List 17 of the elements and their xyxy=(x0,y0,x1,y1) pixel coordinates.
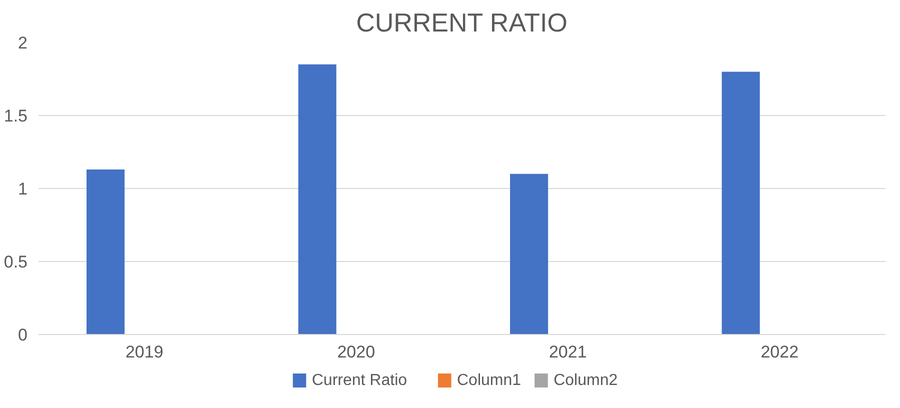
legend-label: Column1 xyxy=(457,372,522,389)
y-tick-label: 0 xyxy=(18,326,28,344)
y-tick-label: 0.5 xyxy=(4,252,28,272)
x-tick-label: 2022 xyxy=(760,342,799,362)
y-tick-label: 1.5 xyxy=(4,106,28,126)
x-tick-label: 2021 xyxy=(548,342,587,362)
legend-label: Current Ratio xyxy=(312,372,408,389)
bar xyxy=(86,170,125,334)
y-tick-label: 2 xyxy=(18,34,28,52)
x-tick-label: 2019 xyxy=(125,342,164,362)
bar xyxy=(722,72,760,334)
y-tick-label: 1 xyxy=(18,180,28,198)
chart-title: CURRENT RATIO xyxy=(356,8,568,38)
bar xyxy=(510,174,548,334)
legend-label: Column2 xyxy=(554,372,618,389)
x-tick-label: 2020 xyxy=(337,342,376,362)
bar xyxy=(298,64,336,334)
